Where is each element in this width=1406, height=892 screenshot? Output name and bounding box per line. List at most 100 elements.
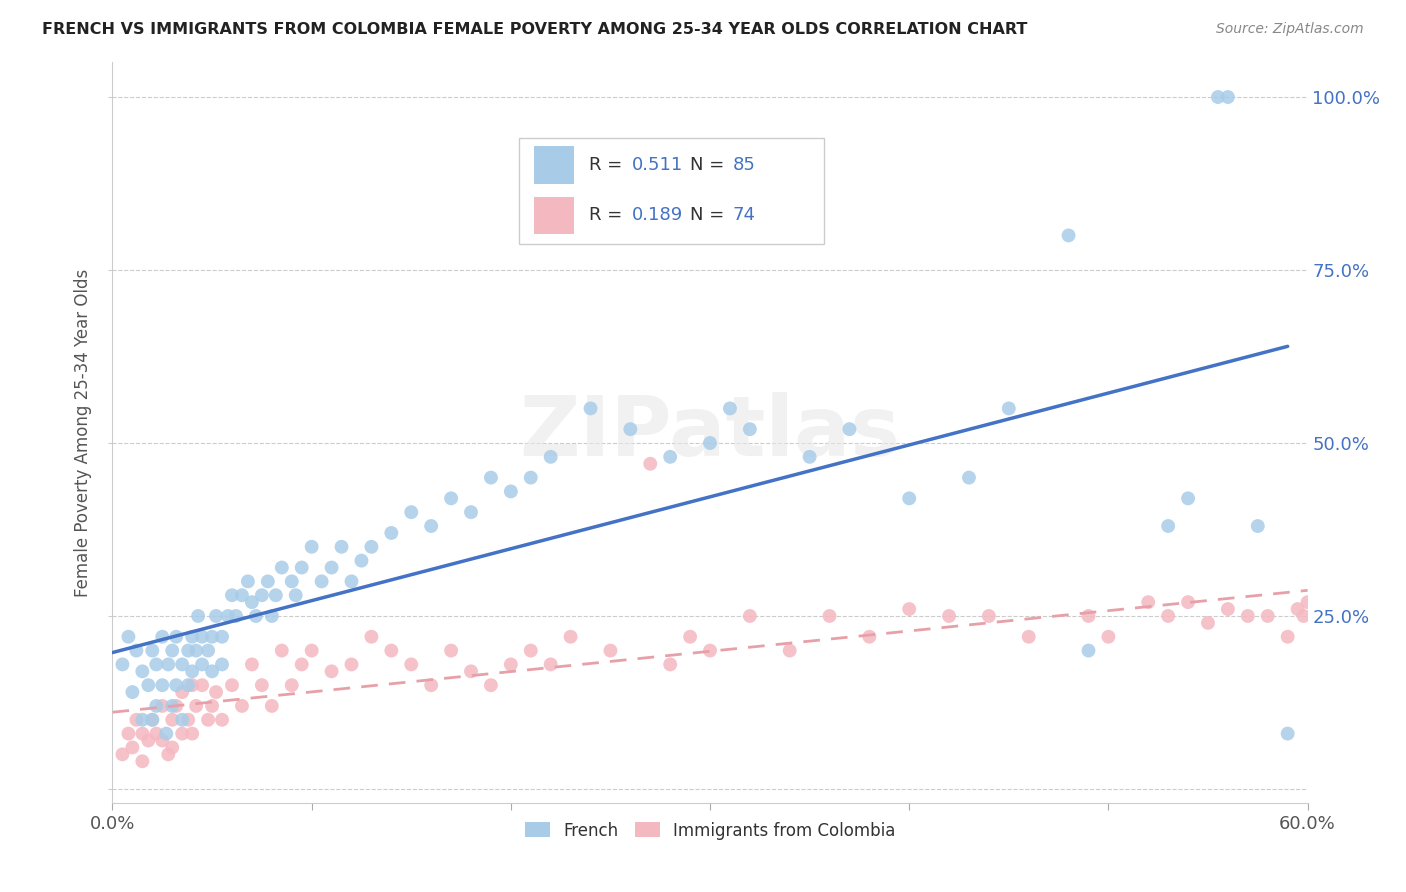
Point	[520, 643, 543, 657]
Point	[1277, 726, 1299, 740]
Point	[264, 588, 287, 602]
Point	[799, 450, 821, 464]
Point	[197, 643, 219, 657]
Point	[236, 574, 259, 589]
Point	[560, 630, 582, 644]
Point	[301, 540, 323, 554]
Point	[420, 678, 443, 692]
Point	[191, 630, 214, 644]
Point	[1206, 90, 1229, 104]
Text: R =: R =	[589, 156, 628, 174]
Point	[217, 609, 239, 624]
Point	[141, 713, 163, 727]
Point	[172, 713, 194, 727]
Point	[257, 574, 280, 589]
Point	[162, 698, 183, 713]
Point	[225, 609, 247, 624]
Point	[738, 609, 761, 624]
Point	[738, 422, 761, 436]
Point	[479, 470, 502, 484]
Point	[340, 574, 363, 589]
Point	[145, 698, 167, 713]
Point	[131, 726, 153, 740]
Point	[301, 643, 323, 657]
Point	[311, 574, 333, 589]
Text: 85: 85	[733, 156, 755, 174]
Point	[1277, 630, 1299, 644]
Point	[270, 560, 292, 574]
Text: R =: R =	[589, 206, 628, 224]
Point	[699, 643, 721, 657]
Point	[165, 630, 187, 644]
Point	[440, 491, 463, 506]
Point	[201, 698, 224, 713]
Point	[1137, 595, 1160, 609]
Point	[659, 657, 682, 672]
Text: ZIPatlas: ZIPatlas	[520, 392, 900, 473]
Text: N =: N =	[690, 156, 730, 174]
Point	[186, 643, 208, 657]
Point	[111, 657, 134, 672]
Point	[499, 484, 522, 499]
Point	[291, 560, 314, 574]
Point	[162, 643, 183, 657]
Point	[579, 401, 602, 416]
Point	[205, 685, 228, 699]
Point	[191, 678, 214, 692]
Point	[540, 657, 562, 672]
Point	[162, 740, 183, 755]
Point	[1216, 90, 1239, 104]
Point	[340, 657, 363, 672]
Point	[281, 574, 304, 589]
Point	[619, 422, 641, 436]
Point	[1077, 643, 1099, 657]
Text: N =: N =	[690, 206, 730, 224]
Point	[150, 678, 173, 692]
Point	[141, 643, 163, 657]
Point	[898, 602, 921, 616]
Text: 0.511: 0.511	[631, 156, 683, 174]
Point	[165, 698, 187, 713]
Point	[181, 678, 204, 692]
Point	[231, 588, 253, 602]
Point	[125, 643, 148, 657]
Point	[157, 657, 180, 672]
Point	[321, 665, 343, 679]
Point	[520, 470, 543, 484]
Point	[141, 713, 163, 727]
Point	[460, 505, 482, 519]
Point	[699, 436, 721, 450]
Point	[186, 698, 208, 713]
Point	[117, 726, 139, 740]
Point	[1057, 228, 1080, 243]
Point	[250, 588, 273, 602]
Point	[460, 665, 482, 679]
Text: FRENCH VS IMMIGRANTS FROM COLOMBIA FEMALE POVERTY AMONG 25-34 YEAR OLDS CORRELAT: FRENCH VS IMMIGRANTS FROM COLOMBIA FEMAL…	[42, 22, 1028, 37]
Point	[197, 713, 219, 727]
Point	[138, 678, 160, 692]
Point	[321, 560, 343, 574]
Point	[1197, 615, 1219, 630]
Point	[360, 630, 382, 644]
Point	[1018, 630, 1040, 644]
Point	[380, 643, 402, 657]
Point	[1177, 595, 1199, 609]
Point	[291, 657, 314, 672]
Point	[360, 540, 382, 554]
Point	[401, 657, 423, 672]
Point	[440, 643, 463, 657]
Point	[245, 609, 267, 624]
Point	[221, 678, 243, 692]
Point	[131, 713, 153, 727]
Point	[191, 657, 214, 672]
Point	[211, 713, 233, 727]
Point	[145, 657, 167, 672]
Point	[718, 401, 741, 416]
Point	[599, 643, 621, 657]
Point	[957, 470, 980, 484]
Point	[177, 678, 200, 692]
Point	[125, 713, 148, 727]
Point	[240, 657, 263, 672]
Point	[145, 726, 167, 740]
Point	[838, 422, 860, 436]
